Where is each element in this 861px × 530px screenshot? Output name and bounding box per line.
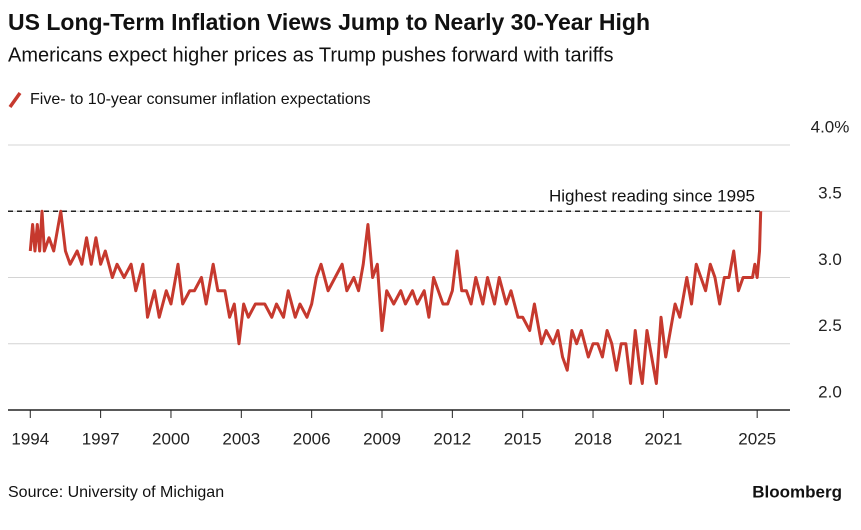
y-tick-label: 4.0% — [811, 117, 850, 136]
y-tick-label: 3.5 — [818, 184, 842, 203]
x-tick-label: 2006 — [293, 429, 331, 448]
x-tick-label: 2012 — [433, 429, 471, 448]
legend-swatch — [8, 91, 22, 109]
y-tick-label: 2.0 — [818, 382, 842, 401]
annotation: Highest reading since 1995 — [549, 187, 755, 206]
chart-subtitle: Americans expect higher prices as Trump … — [8, 44, 613, 66]
x-tick-label: 2000 — [152, 429, 190, 448]
y-tick-label: 2.5 — [818, 316, 842, 335]
brand: Bloomberg — [752, 482, 842, 501]
x-tick-label: 2018 — [574, 429, 612, 448]
y-tick-label: 3.0 — [818, 250, 842, 269]
x-tick-label: 1997 — [82, 429, 120, 448]
x-tick-label: 2003 — [222, 429, 260, 448]
source: Source: University of Michigan — [8, 484, 224, 501]
chart-title: US Long-Term Inflation Views Jump to Nea… — [8, 9, 650, 35]
x-tick-label: 2015 — [504, 429, 542, 448]
x-tick-label: 2025 — [738, 429, 776, 448]
data-line — [28, 209, 763, 385]
legend-label: Five- to 10-year consumer inflation expe… — [30, 91, 371, 108]
x-tick-label: 2009 — [363, 429, 401, 448]
x-tick-label: 1994 — [11, 429, 49, 448]
x-tick-label: 2021 — [644, 429, 682, 448]
